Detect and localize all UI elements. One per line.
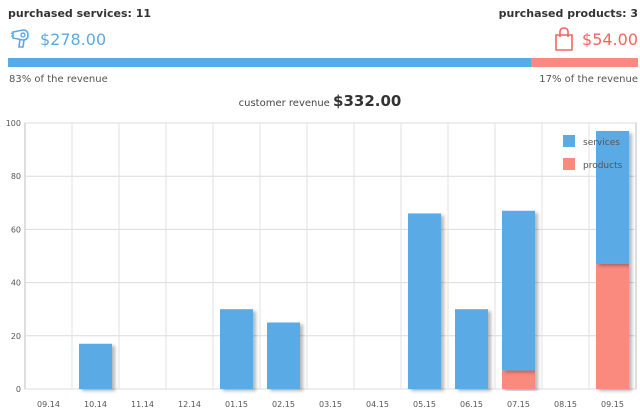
x-tick-label: 12.14	[178, 400, 201, 409]
y-tick-label: 60	[11, 225, 21, 234]
plot-frame	[24, 122, 637, 390]
purchased-products-count: purchased products: 3	[498, 7, 638, 20]
customer-revenue-value: $332.00	[333, 92, 402, 110]
y-tick-label: 100	[6, 119, 21, 128]
y-tick-label: 80	[11, 172, 21, 181]
y-tick-label: 20	[11, 332, 21, 341]
x-tick-label: 09.14	[37, 400, 60, 409]
x-tick-label: 04.15	[366, 400, 389, 409]
bar-services	[220, 309, 253, 389]
x-tick-label: 06.15	[460, 400, 483, 409]
y-tick-label: 40	[11, 279, 21, 288]
services-revenue-value: $278.00	[40, 29, 107, 49]
x-tick-label: 11.14	[131, 400, 154, 409]
x-tick-label: 05.15	[413, 400, 436, 409]
x-tick-label: 03.15	[319, 400, 342, 409]
products-revenue-value: $54.00	[582, 29, 638, 49]
services-revenue: $278.00	[10, 29, 106, 49]
legend-swatch-products	[563, 158, 575, 170]
x-tick-label: 08.15	[554, 400, 577, 409]
x-tick-label: 02.15	[272, 400, 295, 409]
legend-swatch-services	[563, 135, 575, 147]
shopping-bag-icon	[555, 27, 573, 51]
legend-label-services: services	[583, 138, 620, 148]
y-tick-label: 0	[16, 385, 21, 394]
bar-services	[79, 343, 112, 389]
bar-services	[408, 213, 441, 389]
bar-services	[455, 309, 488, 389]
customer-revenue: customer revenue $332.00	[0, 92, 640, 110]
products-revenue: $54.00	[554, 27, 638, 51]
bar-services	[267, 322, 300, 389]
hair-dryer-icon	[10, 29, 29, 48]
x-tick-label: 09.15	[601, 400, 624, 409]
products-share-text: 17% of the revenue	[539, 74, 638, 85]
bar-products	[502, 370, 535, 389]
customer-revenue-label: customer revenue	[238, 98, 330, 109]
x-tick-label: 01.15	[225, 400, 248, 409]
x-tick-label: 10.14	[84, 400, 107, 409]
purchased-services-count: purchased services: 11	[8, 7, 152, 20]
bar-products	[596, 263, 629, 389]
services-share-text: 83% of the revenue	[9, 74, 108, 85]
x-tick-label: 07.15	[507, 400, 530, 409]
revenue-share-bar	[8, 58, 638, 67]
bar-services	[502, 210, 535, 371]
bar-services	[596, 130, 629, 264]
legend-label-products: products	[583, 161, 623, 171]
monthly-revenue-chart: 0 20 40 60 80 100 09.14 10.14 11.14 12.14 01.15 02.…	[6, 119, 637, 409]
services-share-fill	[8, 58, 531, 67]
